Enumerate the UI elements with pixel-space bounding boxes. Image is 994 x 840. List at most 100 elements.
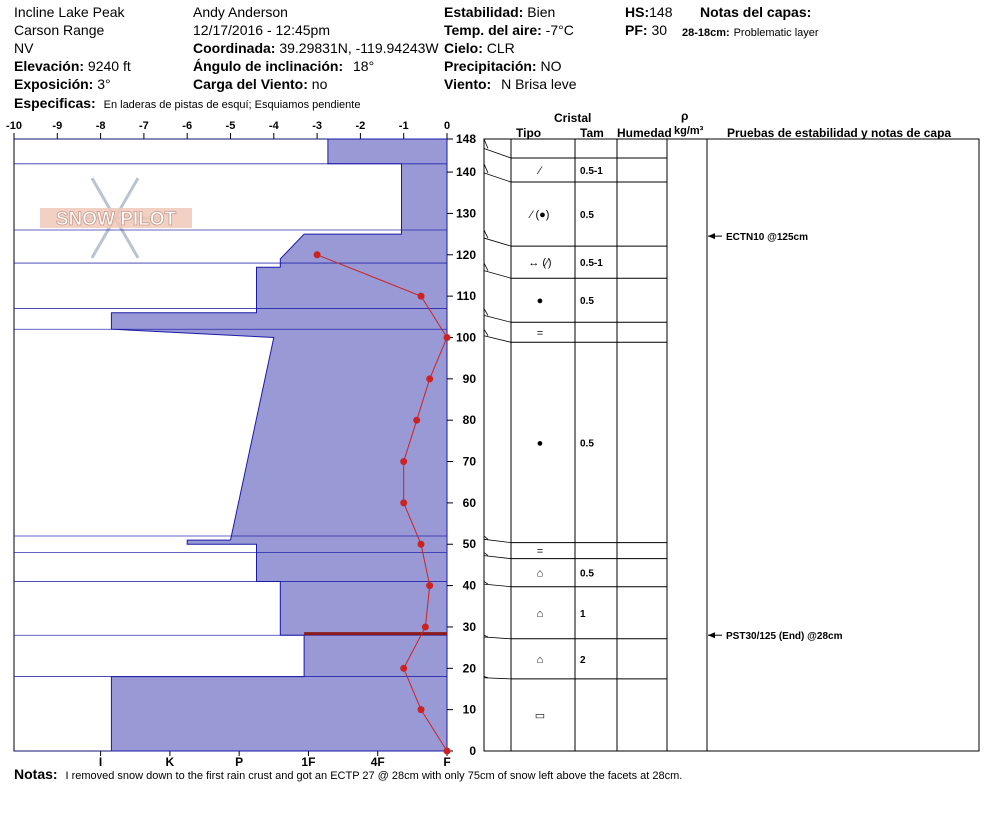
type-header: Tipo: [516, 126, 542, 140]
temperature-point: [400, 664, 408, 672]
height-tick-label: 70: [463, 455, 477, 469]
grain-type-symbol: ●: [537, 437, 544, 449]
notes-value: I removed snow down to the first rain cr…: [65, 770, 683, 782]
grain-size-value: 0.5-1: [580, 258, 603, 269]
hardness-tick-label: K: [166, 755, 175, 769]
grain-type-symbol: ⁄ (●): [528, 209, 550, 221]
incline-value: 18°: [353, 58, 375, 74]
elevation-label: Elevación:: [14, 58, 85, 74]
layer-connector-line: [483, 237, 512, 247]
notes-label: Notas:: [14, 766, 58, 782]
tests-header: Pruebas de estabilidad y notas de capa: [727, 126, 952, 140]
air-temp-label: Temp. del aire:: [444, 22, 542, 38]
grain-size-value: 0.5: [580, 569, 594, 580]
grain-size-value: 1: [580, 609, 586, 620]
temperature-point: [417, 292, 425, 300]
layer-connector-stub: [483, 138, 489, 149]
layer-connector-stub: [483, 308, 489, 316]
height-tick-label: 20: [463, 661, 477, 675]
hardness-tick-label: 1F: [301, 755, 315, 769]
test-arrow-head: [708, 632, 715, 639]
layer-table-frame: [483, 138, 980, 752]
grain-type-symbol: =: [537, 546, 543, 558]
temp-tick-label: -5: [226, 120, 236, 132]
height-tick-label: 30: [463, 620, 477, 634]
crystal-header: Cristal: [554, 111, 592, 125]
density-unit-header: kg/m³: [674, 125, 704, 137]
height-tick-label: 10: [463, 703, 477, 717]
temp-tick-label: -1: [399, 120, 409, 132]
grain-type-symbol: ↔ (⁄): [528, 257, 551, 269]
rho-header: ρ: [681, 109, 689, 123]
layer-connector-line: [483, 583, 512, 588]
grain-type-symbol: ▭: [535, 710, 545, 722]
wind-value: N Brisa leve: [501, 76, 577, 92]
layer-connector-line: [483, 270, 512, 279]
grain-size-value: 0.5: [580, 210, 594, 221]
temperature-point: [426, 582, 434, 590]
hardness-tick-label: I: [99, 755, 102, 769]
test-arrow-head: [708, 233, 715, 240]
temperature-point: [413, 416, 421, 424]
layer-connector-stub: [483, 676, 489, 679]
location: Incline Lake Peak: [14, 4, 125, 20]
temperature-point: [313, 251, 321, 259]
layer-connector-stub: [483, 581, 489, 585]
specifics-label: Especificas:: [14, 95, 96, 111]
temp-tick-label: 0: [444, 120, 450, 132]
temperature-point: [426, 375, 434, 383]
layer-connector-stub: [483, 329, 489, 336]
temperature-point: [400, 458, 408, 466]
layer-connector-line: [483, 148, 512, 159]
coord-value: 39.29831N, -119.94243W: [279, 40, 439, 56]
incline-label: Ángulo de inclinación:: [193, 58, 344, 74]
hardness-tick-label: F: [443, 755, 450, 769]
elevation-value: 9240 ft: [87, 58, 131, 74]
layer-connector-stub: [483, 634, 489, 638]
hs-label: HS:: [625, 4, 650, 20]
height-tick-label: 80: [463, 413, 477, 427]
height-tick-label: 140: [456, 165, 476, 179]
layer-connector-stub: [483, 535, 489, 540]
layer-connector-line: [483, 172, 512, 183]
height-tick-label: 0: [469, 744, 476, 758]
stability-value: Bien: [527, 4, 556, 20]
layer-note-depth: 28-18cm:: [682, 27, 730, 39]
wind-load-value: no: [311, 76, 328, 92]
precip-label: Precipitación:: [444, 58, 537, 74]
range: Carson Range: [14, 22, 105, 38]
state: NV: [14, 40, 34, 56]
temperature-point: [443, 747, 451, 755]
temp-tick-label: -4: [269, 120, 280, 132]
grain-type-symbol: ●: [537, 295, 544, 307]
layer-connector-line: [483, 315, 512, 323]
grain-size-value: 0.5: [580, 438, 594, 449]
stability-test-label: ECTN10 @125cm: [726, 232, 808, 243]
hardness-profile: [110, 138, 448, 752]
stability-test-label: PST30/125 (End) @28cm: [726, 631, 843, 642]
layer-connector-line: [483, 538, 512, 544]
temp-tick-label: -2: [356, 120, 366, 132]
grain-type-symbol: ⁄: [536, 165, 543, 177]
grain-size-value: 2: [580, 655, 586, 666]
wind-label: Viento:: [444, 76, 492, 92]
height-tick-label: 60: [463, 496, 477, 510]
wind-load-label: Carga del Viento:: [193, 76, 308, 92]
temp-tick-label: -6: [182, 120, 192, 132]
hardness-tick-label: 4F: [371, 755, 385, 769]
datetime: 12/17/2016 - 12:45pm: [193, 22, 330, 38]
temperature-point: [400, 499, 408, 507]
observer: Andy Anderson: [193, 4, 288, 20]
layer-connector-stub: [483, 163, 489, 174]
grain-type-symbol: ⌂: [537, 568, 544, 580]
layer-connector-stub: [483, 262, 489, 271]
height-tick-label: 40: [463, 579, 477, 593]
snowflake-logo-banner: [40, 208, 192, 228]
moisture-header: Humedad: [617, 126, 672, 140]
layer-connector-line: [483, 555, 512, 560]
temperature-point: [417, 540, 425, 548]
grain-type-symbol: =: [537, 327, 543, 339]
hs-value: 148: [649, 4, 673, 20]
specifics-value: En laderas de pistas de esquí; Esquiamos…: [103, 99, 361, 111]
